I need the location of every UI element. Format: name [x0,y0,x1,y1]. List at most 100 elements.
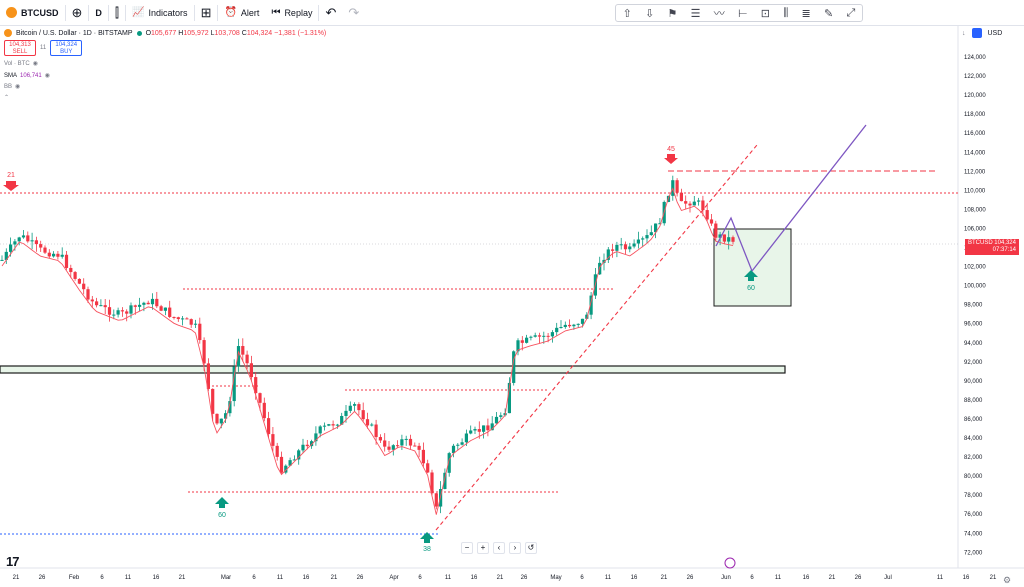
arrow-up-marker-60-left[interactable]: 60 [215,497,229,519]
time-tick-label: 21 [990,575,997,581]
fib-icon[interactable]: ≣ [801,7,811,20]
indicators-button[interactable]: 📈 Indicators [126,0,193,26]
candle-body [17,237,21,242]
symbol-search-button[interactable]: BTCUSD [0,0,65,26]
lock-icon[interactable] [971,28,982,38]
candle-body [340,415,344,425]
time-tick-label: 16 [153,575,160,581]
measure-icon[interactable]: ⤢ [846,6,856,19]
chart-type-button[interactable]: ⫿ [109,0,125,26]
brush-icon[interactable]: ✎ [824,7,834,20]
chevron-down-icon[interactable]: ↓ [962,29,966,37]
arrow-down-marker-21[interactable]: 21 [3,172,19,191]
reset-chart-button[interactable]: ↺ [525,542,537,554]
candle-body [477,429,481,432]
long-position-icon[interactable]: ☰ [690,7,701,20]
add-symbol-button[interactable]: ⊕ [66,0,89,26]
candle-body [542,335,546,337]
ascending-trendline[interactable] [435,144,758,531]
price-tick-label: 102,000 [964,265,986,271]
candle-body [181,318,185,320]
candle-body [684,201,688,204]
events-icon[interactable] [724,557,736,569]
time-tick-label: 16 [303,575,310,581]
candle-body [202,340,206,364]
interval-button[interactable]: D [89,0,108,26]
time-axis[interactable]: 21 26 Feb 6 11 16 21 Mar 6 11 16 21 26 Apr 6 11 16 21 26 Ma… [13,575,997,581]
chart-legend: Bitcoin / U.S. Dollar · 1D · BITSTAMP O1… [4,28,326,38]
volume-indicator-row[interactable]: Vol · BTC ◉ [4,60,38,68]
sell-button[interactable]: 104,313 SELL [4,40,36,56]
candle-body [387,446,391,450]
candle-body [318,426,322,434]
path-icon[interactable]: 〰 [713,8,725,20]
time-tick-label: 21 [829,575,836,581]
zoom-in-button[interactable]: + [477,542,489,554]
time-tick-label: 16 [631,575,638,581]
candle-body [447,453,451,473]
time-tick-label: 16 [803,575,810,581]
price-tick-label: 78,000 [964,493,983,499]
candle-body [99,305,103,307]
interval-label: D [95,7,102,18]
undo-button[interactable]: ↶ [319,0,342,26]
eye-icon[interactable]: ◉ [32,61,38,67]
arrow-down-icon[interactable]: ⇩ [645,7,655,20]
candle-body [249,363,253,378]
sma-line[interactable] [1,187,734,515]
candle-body [645,235,649,239]
divider [64,4,66,21]
alarm-icon: ⏰ [224,7,237,18]
currency-label[interactable]: USD [987,29,1003,37]
eye-icon[interactable]: ◉ [44,73,50,79]
tradingview-logo[interactable]: 17 [6,554,20,569]
candle-body [611,249,615,251]
scale-header: ↓ USD [962,28,1002,38]
arrow-up-marker-38[interactable]: 38 [420,532,434,553]
bb-indicator-row[interactable]: BB ◉ [4,83,21,91]
candle-body [112,314,116,316]
gear-icon[interactable]: ⚙ [1003,575,1012,585]
candle-body [30,240,34,242]
projection-path[interactable] [715,124,867,273]
arrow-up-icon[interactable]: ⇧ [622,7,632,20]
divider [107,4,109,21]
range-icon[interactable]: ⊢ [737,7,748,20]
date-price-range-icon[interactable]: ⊡ [760,7,771,20]
bars-pattern-icon[interactable]: ⫼ [783,6,789,19]
redo-button[interactable]: ↷ [342,0,365,26]
layouts-button[interactable]: ⊞ [195,0,218,26]
sma-indicator-row[interactable]: SMA 106,741 ◉ [4,72,50,80]
demand-zone-box[interactable] [0,365,786,374]
alert-label: Alert [240,7,260,18]
arrow-up-marker-60-box[interactable]: 60 [744,270,758,292]
alert-button[interactable]: ⏰ Alert [218,0,265,26]
collapse-legend-button[interactable]: ⌃ [4,94,9,101]
candle-body [9,244,13,252]
candle-body [305,444,309,447]
price-tick-label: 94,000 [964,341,983,347]
arrow-down-marker-45[interactable]: 45 [664,146,678,164]
price-scale[interactable]: 124,000 122,000 120,000 118,000 116,000 114,0… [964,55,986,556]
scroll-right-button[interactable]: › [509,542,521,554]
divider [318,4,320,21]
candle-body [451,445,456,454]
eye-icon[interactable]: ◉ [15,84,21,90]
candle-body [623,244,628,250]
time-tick-label: Jun [721,575,731,581]
candle-body [550,332,554,337]
scroll-left-button[interactable]: ‹ [493,542,505,554]
drawing-toolbar: ⇧ ⇩ ⚑ ☰ 〰 ⊢ ⊡ ⫼ ≣ ✎ ⤢ [615,4,863,22]
candle-body [107,307,112,315]
price-tick-label: 92,000 [964,360,983,366]
time-tick-label: 11 [125,575,132,581]
buy-button[interactable]: 104,324 BUY [50,40,83,56]
flag-icon[interactable]: ⚑ [667,7,678,20]
candle-body [391,445,395,450]
replay-button[interactable]: ⏮ Replay [265,0,318,26]
candle-body [529,336,533,338]
zoom-out-button[interactable]: − [461,542,473,554]
target-zone-box[interactable] [713,228,792,307]
candlestick-series[interactable] [0,175,735,514]
